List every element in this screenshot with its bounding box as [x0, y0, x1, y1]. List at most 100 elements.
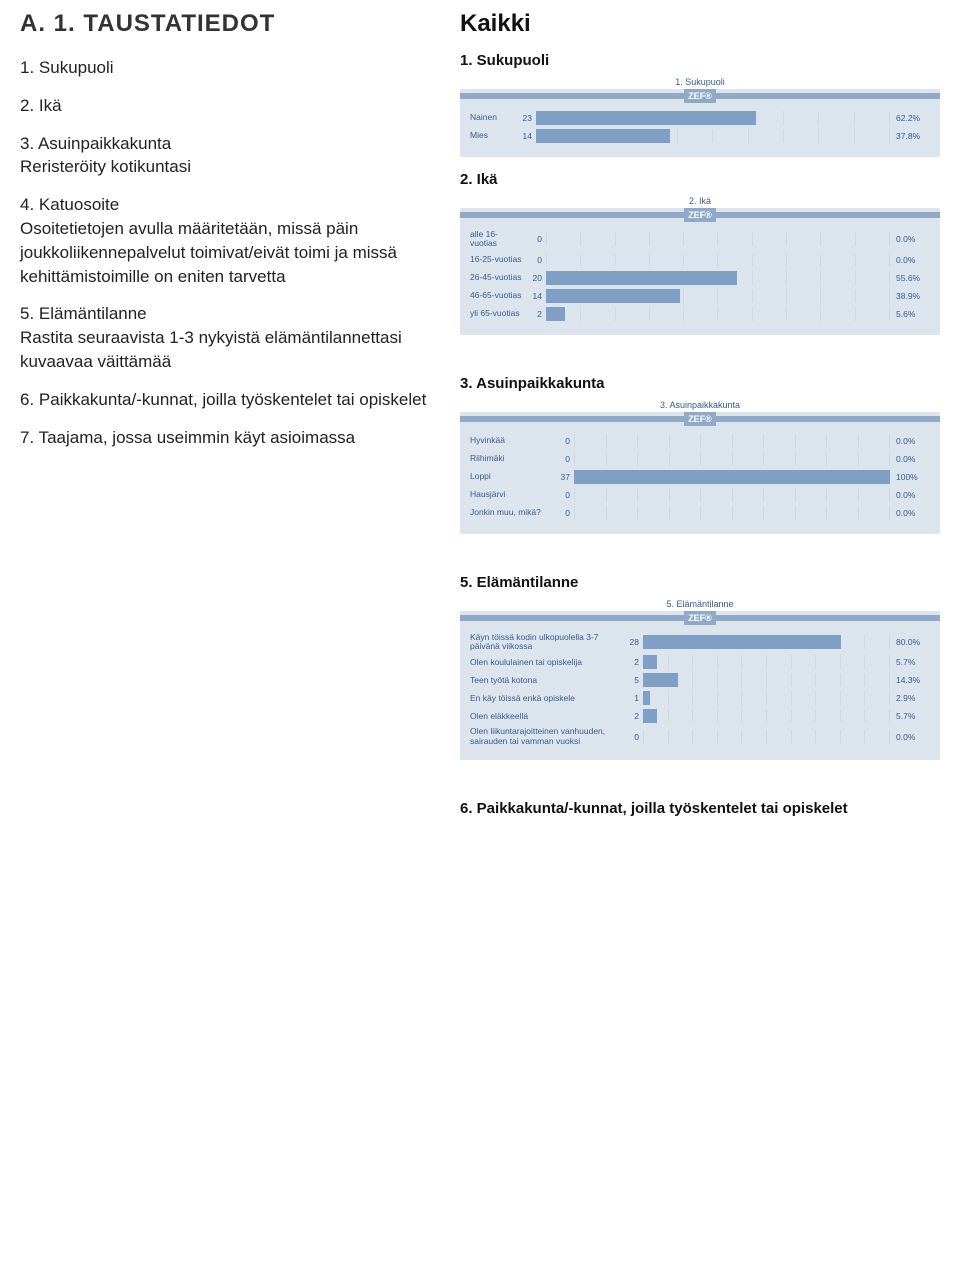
- row-count: 2: [625, 711, 643, 721]
- row-label: En käy töissä enkä opiskele: [470, 694, 625, 703]
- chart-row: Nainen2362.2%: [470, 111, 930, 125]
- chart-small-title: 2. Ikä: [460, 196, 940, 206]
- chart: ZEF® Nainen2362.2% Mies1437.8%: [460, 89, 940, 157]
- bar: [546, 271, 737, 285]
- row-count: 0: [556, 490, 574, 500]
- section-heading: A. 1. TAUSTATIEDOT: [20, 10, 450, 38]
- bar-track: [643, 691, 890, 705]
- bar: [643, 635, 841, 649]
- left-column: A. 1. TAUSTATIEDOT 1. Sukupuoli 2. Ikä 3…: [20, 10, 460, 825]
- row-percent: 0.0%: [890, 255, 930, 265]
- row-label: Olen liikuntarajoitteinen vanhuuden, sai…: [470, 727, 625, 746]
- chart: ZEF®Hyvinkää00.0%Riihimäki00.0%Loppi3710…: [460, 412, 940, 534]
- bar-track: [546, 253, 890, 267]
- chart-row: Hausjärvi0 0.0%: [470, 488, 930, 502]
- bar-track: [574, 452, 890, 466]
- row-percent: 0.0%: [890, 234, 930, 244]
- row-count: 5: [625, 675, 643, 685]
- row-percent: 0.0%: [890, 454, 930, 464]
- row-percent: 55.6%: [890, 273, 930, 283]
- row-label: Olen eläkkeellä: [470, 712, 625, 721]
- left-item: 4. Katuosoite: [20, 193, 450, 217]
- bar-track: [546, 289, 890, 303]
- row-count: 28: [625, 637, 643, 647]
- row-label: 46-65-vuotias: [470, 291, 528, 300]
- row-percent: 0.0%: [890, 508, 930, 518]
- row-percent: 5.7%: [890, 657, 930, 667]
- chart-row: En käy töissä enkä opiskele1 2.9%: [470, 691, 930, 705]
- left-item: 5. Elämäntilanne: [20, 302, 450, 326]
- row-count: 0: [556, 508, 574, 518]
- chart-small-title: 3. Asuinpaikkakunta: [460, 400, 940, 410]
- row-percent: 0.0%: [890, 732, 930, 742]
- row-percent: 38.9%: [890, 291, 930, 301]
- chart-small-title: 1. Sukupuoli: [460, 77, 940, 87]
- bar-track: [546, 271, 890, 285]
- chart-heading: 3. Asuinpaikkakunta: [460, 375, 940, 392]
- row-count: 14: [518, 131, 536, 141]
- chart: ZEF® Käyn töissä kodin ulkopuolella 3-7 p…: [460, 611, 940, 760]
- row-label: Loppi: [470, 472, 556, 481]
- row-label: 16-25-vuotias: [470, 255, 528, 264]
- left-item: 2. Ikä: [20, 94, 450, 118]
- row-percent: 5.7%: [890, 711, 930, 721]
- right-column: Kaikki 1. Sukupuoli 1. Sukupuoli ZEF® Naine…: [460, 10, 940, 825]
- left-item: 1. Sukupuoli: [20, 56, 450, 80]
- row-percent: 80.0%: [890, 637, 930, 647]
- row-percent: 14.3%: [890, 675, 930, 685]
- bar-track: [643, 730, 890, 744]
- chart-row: alle 16-vuotias0 0.0%: [470, 230, 930, 249]
- bar-track: [546, 307, 890, 321]
- row-count: 0: [528, 234, 546, 244]
- row-label: alle 16-vuotias: [470, 230, 528, 249]
- chart-row: 16-25-vuotias00.0%: [470, 253, 930, 267]
- chart-row: Olen koululainen tai opiskelija25.7%: [470, 655, 930, 669]
- left-item: 7. Taajama, jossa useimmin käyt asioimas…: [20, 426, 450, 450]
- bar: [536, 111, 756, 125]
- row-count: 0: [556, 436, 574, 446]
- bar: [643, 673, 678, 687]
- chart: ZEF®alle 16-vuotias00.0%16-25-vuotias00.…: [460, 208, 940, 335]
- chart-row: Olen liikuntarajoitteinen vanhuuden, sai…: [470, 727, 930, 746]
- row-percent: 0.0%: [890, 436, 930, 446]
- chart-heading: 2. Ikä: [460, 171, 940, 188]
- zef-logo: ZEF®: [460, 89, 940, 103]
- chart-row: Hyvinkää0 0.0%: [470, 434, 930, 448]
- chart-row: Loppi37 100%: [470, 470, 930, 484]
- bar: [546, 289, 680, 303]
- chart-row: Riihimäki00.0%: [470, 452, 930, 466]
- row-label: yli 65-vuotias: [470, 309, 528, 318]
- bar-track: [546, 232, 890, 246]
- row-label: Hyvinkää: [470, 436, 556, 445]
- chart-row: Mies1437.8%: [470, 129, 930, 143]
- bar-track: [643, 673, 890, 687]
- kaikki-heading: Kaikki: [460, 10, 940, 38]
- bar: [546, 307, 565, 321]
- zef-logo: ZEF®: [460, 611, 940, 625]
- row-percent: 0.0%: [890, 490, 930, 500]
- footer-heading: 6. Paikkakunta/-kunnat, joilla työskente…: [460, 800, 940, 817]
- chart-row: Jonkin muu, mikä?0 0.0%: [470, 506, 930, 520]
- chart-heading: 1. Sukupuoli: [460, 52, 940, 69]
- bar-track: [643, 709, 890, 723]
- row-label: 26-45-vuotias: [470, 273, 528, 282]
- row-percent: 100%: [890, 472, 930, 482]
- row-label: Olen koululainen tai opiskelija: [470, 658, 625, 667]
- left-item: 3. Asuinpaikkakunta: [20, 132, 450, 156]
- row-label: Nainen: [470, 113, 518, 122]
- bar-track: [574, 488, 890, 502]
- row-count: 0: [625, 732, 643, 742]
- row-label: Hausjärvi: [470, 490, 556, 499]
- row-count: 37: [556, 472, 574, 482]
- row-count: 14: [528, 291, 546, 301]
- bar-track: [574, 470, 890, 484]
- row-count: 1: [625, 693, 643, 703]
- row-percent: 5.6%: [890, 309, 930, 319]
- row-label: Käyn töissä kodin ulkopuolella 3-7 päivä…: [470, 633, 625, 652]
- row-percent: 2.9%: [890, 693, 930, 703]
- chart-row: yli 65-vuotias25.6%: [470, 307, 930, 321]
- row-label: Jonkin muu, mikä?: [470, 508, 556, 517]
- bar-track: [574, 506, 890, 520]
- left-item-desc: Reristeröity kotikuntasi: [20, 155, 450, 179]
- chart-row: Olen eläkkeellä2 5.7%: [470, 709, 930, 723]
